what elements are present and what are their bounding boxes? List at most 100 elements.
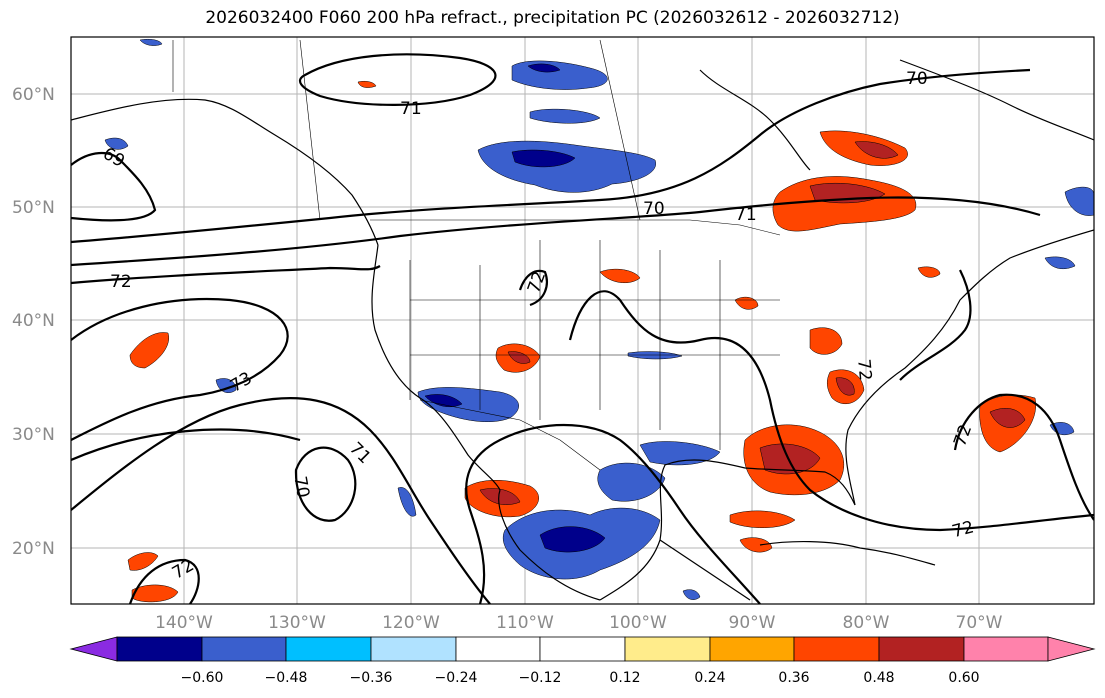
coastline-hudson (699, 69, 811, 171)
contour-line (298, 53, 497, 106)
coastline-pacific-us (371, 244, 501, 491)
precip-blob (129, 332, 170, 369)
refractivity-contours (71, 53, 1094, 604)
coastline-gulf (599, 459, 856, 601)
colorbar-segment (201, 636, 287, 662)
precip-blob (1044, 256, 1076, 269)
colorbar-segment (1047, 636, 1096, 662)
precip-blob (511, 149, 576, 168)
lat-label: 40°N (12, 311, 55, 331)
lat-label: 30°N (12, 425, 55, 445)
precip-blob (772, 176, 917, 232)
precip-blob (357, 80, 377, 88)
precip-blob (835, 377, 855, 396)
contour-label: 71 (400, 99, 422, 119)
coastline-labrador (899, 59, 1094, 141)
precip-blob (1064, 186, 1094, 216)
lon-label: 130°W (268, 613, 326, 633)
lon-label: 80°W (843, 613, 890, 633)
coastline-yucatan-cuba (759, 540, 936, 566)
contour-line (71, 152, 157, 222)
lon-label: 90°W (729, 613, 776, 633)
precip-blob (759, 443, 821, 475)
precip-blob (479, 488, 521, 505)
colorbar-segment (709, 636, 795, 662)
contour-line (568, 290, 1094, 532)
contour-label: 70 (643, 199, 665, 219)
lon-label: 110°W (496, 613, 554, 633)
precip-blob (104, 137, 129, 150)
coastline-central-america (659, 539, 751, 601)
lon-label: 140°W (155, 613, 213, 633)
colorbar-segment (963, 636, 1049, 662)
precip-blob (127, 552, 159, 571)
precip-blob (527, 63, 561, 73)
colorbar-label: 0.24 (694, 670, 725, 686)
precip-blob (139, 38, 163, 46)
colorbar-label: −0.36 (350, 670, 393, 686)
colorbar-segment (69, 636, 118, 662)
contour-line (71, 428, 301, 462)
contour-line (71, 68, 1031, 244)
colorbar-segment (793, 636, 880, 662)
colorbar-label: 0.48 (863, 670, 894, 686)
precip-blob (397, 487, 417, 517)
precip-blob (854, 141, 899, 159)
contour-label: 70 (906, 69, 928, 89)
precip-blob (989, 408, 1026, 428)
precip-blob (507, 351, 531, 364)
contour-line (71, 397, 491, 604)
precip-negative-areas (104, 38, 1094, 600)
precip-blob (639, 441, 721, 466)
precip-blob (729, 510, 796, 529)
precip-blob (597, 462, 666, 502)
colorbar-label: −0.12 (519, 670, 562, 686)
colorbar-segment (539, 636, 626, 662)
contour-label: 72 (853, 358, 875, 381)
colorbar-label: −0.48 (265, 670, 308, 686)
coastline-atlantic (845, 229, 1094, 506)
colorbar-label: 0.36 (778, 670, 809, 686)
colorbar-segment (624, 636, 711, 662)
colorbar-segment (455, 636, 541, 662)
map-frame (70, 36, 1095, 605)
precip-blob (682, 589, 701, 600)
contour-line (465, 423, 761, 604)
contour-label: 70 (289, 475, 312, 500)
contour-line (953, 393, 1094, 521)
colorbar-label: 0.12 (609, 670, 640, 686)
colorbar-label: −0.60 (181, 670, 224, 686)
contour-line (518, 269, 548, 307)
lat-label: 50°N (12, 198, 55, 218)
latitude-labels: 60°N 50°N 40°N 30°N 20°N (12, 85, 55, 559)
precip-blob (215, 378, 237, 393)
contour-line (128, 558, 200, 604)
precip-blob (131, 584, 179, 603)
lat-label: 60°N (12, 85, 55, 105)
lat-label: 20°N (12, 539, 55, 559)
contour-label: 71 (735, 205, 757, 225)
longitude-labels: 140°W 130°W 120°W 110°W 100°W 90°W 80°W … (155, 613, 1003, 633)
contour-line (71, 297, 289, 441)
contour-line (71, 265, 381, 285)
colorbar-segment (285, 636, 372, 662)
colorbar-label: −0.24 (435, 670, 478, 686)
figure-title: 2026032400 F060 200 hPa refract., precip… (205, 8, 900, 28)
lon-label: 100°W (609, 613, 667, 633)
coastlines (71, 59, 1094, 601)
political-borders (172, 39, 781, 471)
precip-blob (809, 327, 843, 355)
colorbar-labels: −0.60 −0.48 −0.36 −0.24 −0.12 0.12 0.24 … (181, 670, 980, 686)
contour-line (71, 196, 1041, 267)
lon-label: 120°W (382, 613, 440, 633)
contour-line (294, 446, 357, 522)
colorbar-segment (116, 636, 203, 662)
contour-line (899, 269, 972, 381)
colorbar-segment (878, 636, 965, 662)
contour-label: 72 (110, 272, 132, 292)
lon-label: 70°W (956, 613, 1003, 633)
precip-blob (529, 108, 601, 124)
precip-blob (917, 266, 941, 278)
precip-blob (739, 537, 773, 553)
